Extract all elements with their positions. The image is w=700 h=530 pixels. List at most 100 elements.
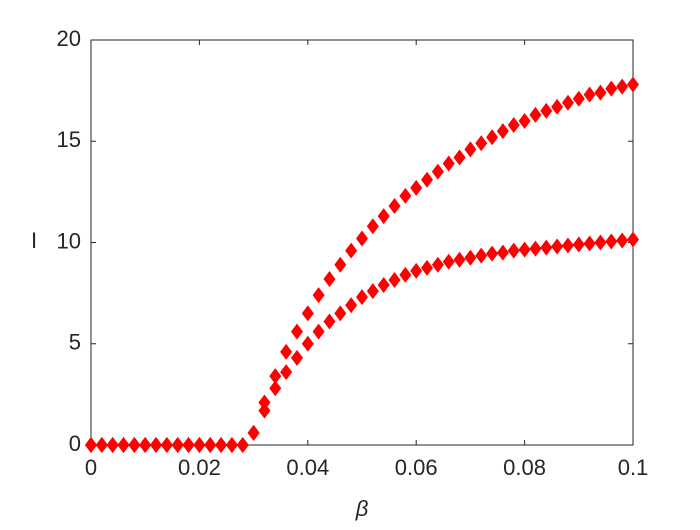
marker xyxy=(312,287,325,304)
marker xyxy=(356,230,368,247)
marker xyxy=(323,270,336,287)
marker xyxy=(594,234,607,251)
marker xyxy=(572,90,585,107)
marker xyxy=(453,251,466,268)
marker xyxy=(106,437,119,453)
marker xyxy=(421,171,434,188)
marker xyxy=(269,368,282,385)
marker xyxy=(442,253,455,270)
marker xyxy=(540,239,553,256)
marker xyxy=(605,233,618,250)
marker xyxy=(312,323,325,340)
marker xyxy=(486,245,499,262)
y-tick-label: 15 xyxy=(57,127,81,152)
marker xyxy=(193,437,206,453)
marker xyxy=(464,141,477,158)
marker xyxy=(442,155,455,172)
x-tick-label: 0.1 xyxy=(618,455,649,480)
marker xyxy=(551,238,564,255)
marker xyxy=(605,80,618,97)
marker xyxy=(431,163,444,180)
marker xyxy=(280,343,293,360)
marker xyxy=(334,305,347,322)
marker xyxy=(290,323,303,340)
marker xyxy=(518,241,531,258)
x-tick-label: 0 xyxy=(85,455,97,480)
x-tick-label: 0.08 xyxy=(503,455,546,480)
marker xyxy=(627,231,639,248)
marker xyxy=(356,289,368,306)
marker xyxy=(204,437,217,453)
marker xyxy=(160,437,173,453)
marker xyxy=(388,271,401,288)
marker xyxy=(540,102,553,119)
marker xyxy=(117,437,130,453)
marker xyxy=(475,135,488,152)
marker xyxy=(496,123,509,140)
marker xyxy=(486,129,499,146)
marker xyxy=(334,256,347,273)
marker xyxy=(182,437,195,453)
marker xyxy=(150,437,163,453)
marker xyxy=(518,113,531,129)
marker xyxy=(583,235,596,252)
marker xyxy=(85,437,97,453)
marker xyxy=(377,208,390,225)
marker xyxy=(269,380,282,397)
marker xyxy=(529,106,542,123)
x-tick-label: 0.02 xyxy=(178,455,221,480)
marker xyxy=(377,277,390,294)
marker xyxy=(561,94,574,111)
marker xyxy=(301,305,314,322)
marker xyxy=(280,364,293,381)
y-tick-label: 0 xyxy=(69,431,81,456)
marker xyxy=(345,297,358,314)
marker xyxy=(128,437,141,453)
marker xyxy=(594,84,607,101)
marker xyxy=(616,78,629,95)
marker xyxy=(464,249,477,266)
marker xyxy=(258,402,271,419)
marker xyxy=(616,232,629,249)
marker xyxy=(323,313,336,330)
marker xyxy=(507,242,520,259)
marker xyxy=(583,86,596,103)
marker xyxy=(572,236,585,253)
marker xyxy=(561,237,574,254)
marker xyxy=(366,283,379,300)
marker xyxy=(496,244,509,261)
marker xyxy=(301,335,314,352)
marker xyxy=(345,242,358,259)
marker xyxy=(399,187,412,204)
marker xyxy=(215,437,228,453)
marker xyxy=(366,218,379,235)
marker xyxy=(551,98,564,115)
marker xyxy=(627,76,639,93)
marker xyxy=(453,149,466,166)
marker xyxy=(399,266,412,283)
x-tick-label: 0.06 xyxy=(395,455,438,480)
marker xyxy=(529,240,542,257)
marker xyxy=(388,198,401,215)
marker xyxy=(139,437,152,453)
marker xyxy=(225,437,238,453)
marker xyxy=(236,437,249,453)
marker xyxy=(258,394,271,411)
marker xyxy=(475,247,488,264)
marker xyxy=(410,179,423,196)
x-axis-label: β xyxy=(355,496,369,521)
marker xyxy=(421,259,434,276)
y-tick-label: 20 xyxy=(57,26,81,51)
marker xyxy=(431,256,444,273)
marker xyxy=(247,424,260,441)
y-axis-label: I xyxy=(31,228,37,253)
marker xyxy=(507,117,520,134)
marker xyxy=(171,437,184,453)
y-tick-label: 5 xyxy=(69,330,81,355)
y-tick-label: 10 xyxy=(57,228,81,253)
x-tick-label: 0.04 xyxy=(286,455,329,480)
marker xyxy=(290,349,303,366)
marker xyxy=(410,262,423,279)
